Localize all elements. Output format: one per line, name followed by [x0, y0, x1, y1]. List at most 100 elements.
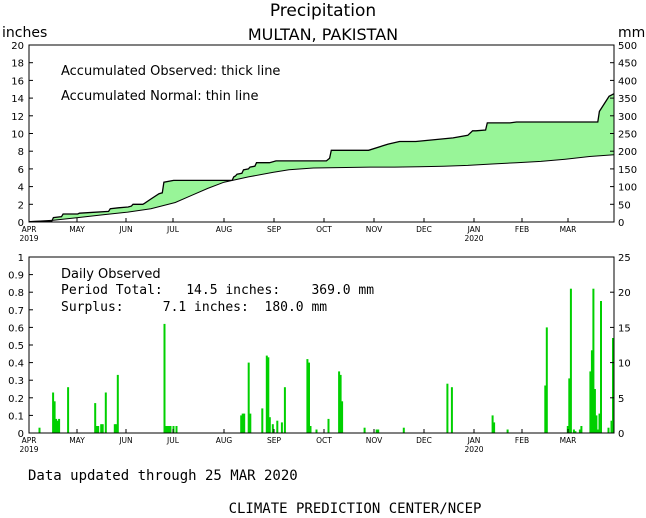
- daily-bar: [52, 392, 55, 433]
- top-right-tick-label: 0: [618, 218, 624, 229]
- top-month-label: AUG: [216, 225, 233, 234]
- top-month-label: MAY: [69, 225, 85, 234]
- daily-bar: [450, 387, 453, 433]
- daily-panel: 00.10.20.30.40.50.60.70.80.910510152025A…: [8, 253, 631, 454]
- bottom-year-label: 2020: [464, 445, 483, 454]
- bottom-left-tick-label: 0.6: [8, 323, 24, 334]
- daily-bar: [261, 408, 264, 433]
- daily-bar: [339, 374, 342, 433]
- daily-bar: [598, 413, 601, 433]
- top-left-tick-label: 0: [18, 218, 24, 229]
- bottom-left-tick-label: 0.1: [8, 411, 24, 422]
- top-right-tick-label: 300: [618, 112, 637, 123]
- top-right-tick-label: 150: [618, 165, 637, 176]
- right-unit-label: mm: [618, 25, 645, 41]
- daily-bar: [247, 362, 250, 433]
- daily-bar: [569, 288, 572, 433]
- daily-bar: [592, 288, 595, 433]
- daily-bar: [163, 323, 166, 433]
- top-month-label: NOV: [366, 225, 383, 234]
- top-month-label: JUL: [166, 225, 180, 234]
- bottom-right-tick-label: 25: [618, 253, 631, 264]
- daily-bar: [341, 401, 344, 433]
- daily-bar: [607, 427, 610, 433]
- daily-bar: [241, 413, 244, 433]
- daily-bar: [168, 426, 170, 433]
- top-right-tick-label: 400: [618, 76, 637, 87]
- top-left-tick-label: 10: [11, 130, 24, 141]
- top-month-label: FEB: [515, 225, 529, 234]
- top-year-label: 2019: [19, 234, 38, 243]
- left-unit-label: inches: [2, 25, 47, 41]
- bottom-left-tick-label: 0: [18, 429, 24, 440]
- period-total-annotation: Period Total: 14.5 inches: 369.0 mm: [61, 283, 374, 298]
- top-right-tick-label: 350: [618, 94, 637, 105]
- daily-plot-area: 00.10.20.30.40.50.60.70.80.910510152025A…: [8, 253, 631, 454]
- daily-bar: [58, 418, 61, 433]
- top-left-tick-label: 8: [18, 147, 24, 158]
- top-month-label: MAR: [560, 225, 577, 234]
- bottom-month-label: OCT: [316, 436, 332, 445]
- bottom-left-tick-label: 0.9: [8, 271, 24, 282]
- top-left-tick-label: 14: [11, 94, 24, 105]
- top-right-tick-label: 50: [618, 200, 631, 211]
- daily-bar: [97, 426, 100, 433]
- daily-bar: [94, 403, 97, 433]
- daily-bar: [600, 301, 602, 433]
- bottom-month-label: AUG: [216, 436, 233, 445]
- daily-bar: [165, 426, 167, 433]
- bottom-month-label: SEP: [267, 436, 281, 445]
- daily-bar: [249, 413, 252, 433]
- daily-bar: [265, 355, 268, 433]
- bottom-left-tick-label: 0.7: [8, 306, 24, 317]
- daily-bar: [67, 387, 70, 433]
- top-month-label: OCT: [316, 225, 332, 234]
- daily-bar: [101, 424, 104, 433]
- daily-bar: [104, 392, 107, 433]
- credit-text: CLIMATE PREDICTION CENTER/NCEP: [229, 501, 482, 517]
- daily-bar: [544, 385, 547, 433]
- daily-bar: [280, 422, 283, 433]
- bottom-month-label: MAY: [69, 436, 85, 445]
- surplus-annotation: Surplus: 7.1 inches: 180.0 mm: [61, 300, 327, 315]
- top-left-tick-label: 18: [11, 59, 24, 70]
- daily-bar: [589, 371, 592, 433]
- daily-bar: [491, 415, 494, 433]
- observed-annotation: Accumulated Observed: thick line: [61, 64, 280, 79]
- top-month-label: JUN: [118, 225, 132, 234]
- daily-bar: [578, 429, 581, 433]
- bottom-right-tick-label: 5: [618, 394, 624, 405]
- bottom-right-tick-label: 10: [618, 359, 631, 370]
- bottom-month-label: JUN: [118, 436, 132, 445]
- top-left-tick-label: 20: [11, 41, 24, 52]
- daily-bar: [268, 417, 271, 433]
- top-right-tick-label: 500: [618, 41, 637, 52]
- bottom-left-tick-label: 0.5: [8, 341, 24, 352]
- bottom-left-tick-label: 0.4: [8, 359, 24, 370]
- bottom-month-label: DEC: [416, 436, 432, 445]
- daily-bar: [267, 357, 270, 433]
- daily-bar: [568, 378, 571, 433]
- top-left-tick-label: 2: [18, 200, 24, 211]
- top-month-label: APR: [22, 225, 37, 234]
- top-month-label: DEC: [416, 225, 432, 234]
- top-left-tick-label: 16: [11, 76, 24, 87]
- daily-bar: [315, 429, 318, 433]
- daily-bar: [612, 338, 614, 433]
- daily-bar: [276, 420, 279, 433]
- bottom-month-label: APR: [22, 436, 37, 445]
- daily-bar: [100, 424, 103, 433]
- top-month-label: SEP: [267, 225, 281, 234]
- top-left-tick-label: 6: [18, 165, 24, 176]
- normal-line: [28, 154, 615, 223]
- daily-bar: [53, 401, 56, 433]
- top-left-tick-label: 4: [18, 183, 24, 194]
- daily-bar: [166, 426, 169, 433]
- daily-bar: [271, 424, 274, 433]
- daily-bar: [306, 359, 309, 433]
- daily-bar: [38, 427, 41, 433]
- daily-bar: [169, 426, 172, 433]
- top-right-tick-label: 450: [618, 59, 637, 70]
- bottom-right-tick-label: 0: [618, 429, 624, 440]
